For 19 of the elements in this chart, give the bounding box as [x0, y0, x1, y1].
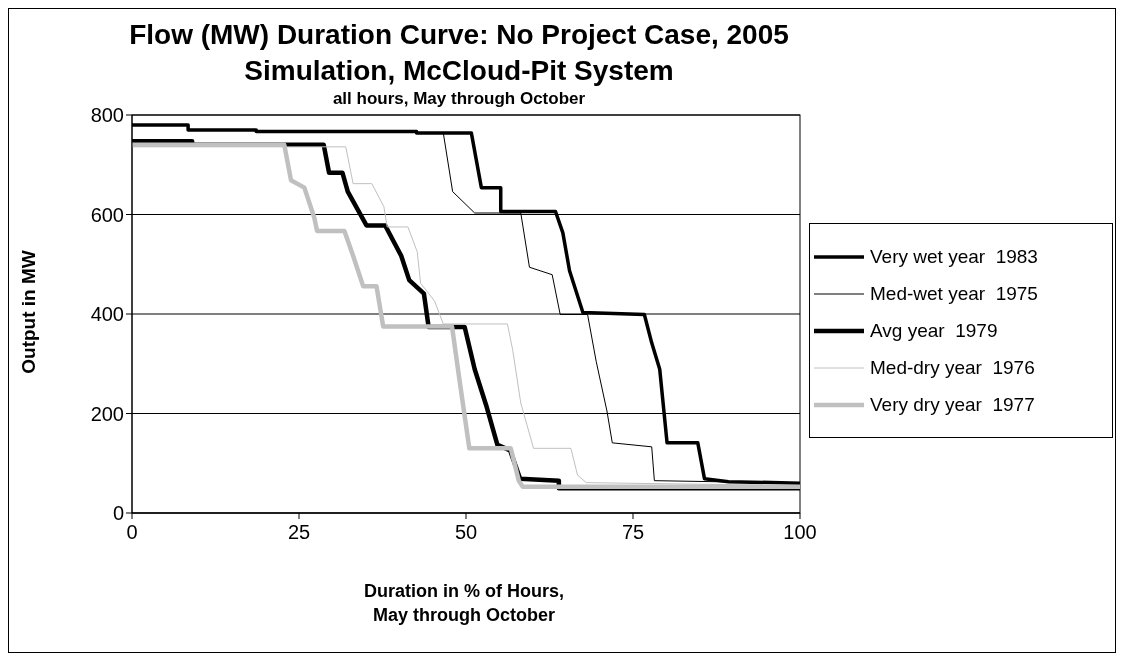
- x-tick-label: 0: [126, 521, 138, 544]
- x-tick-label: 75: [621, 521, 645, 544]
- chart-subtitle: all hours, May through October: [332, 89, 586, 108]
- y-tick-label: 0: [112, 502, 124, 525]
- y-tick-label: 800: [90, 104, 124, 127]
- x-tick-label: 100: [783, 521, 817, 544]
- y-tick-label: 200: [90, 402, 124, 425]
- legend-label: Med-wet year 1975: [870, 282, 1038, 305]
- x-tick-label: 50: [454, 521, 478, 544]
- y-tick-label: 600: [90, 203, 124, 226]
- legend-label: Avg year 1979: [870, 319, 998, 342]
- y-axis-title: Output in MW: [18, 250, 40, 374]
- legend-label: Very dry year 1977: [870, 393, 1035, 416]
- x-axis-title: Duration in % of Hours, May through October: [363, 580, 565, 627]
- chart-title: Flow (MW) Duration Curve: No Project Case, 2005 Simulation, McCloud-Pit System: [128, 18, 790, 88]
- legend-label: Med-dry year 1976: [870, 356, 1035, 379]
- legend-label: Very wet year 1983: [870, 245, 1038, 268]
- y-tick-label: 400: [90, 303, 124, 326]
- x-tick-label: 25: [287, 521, 311, 544]
